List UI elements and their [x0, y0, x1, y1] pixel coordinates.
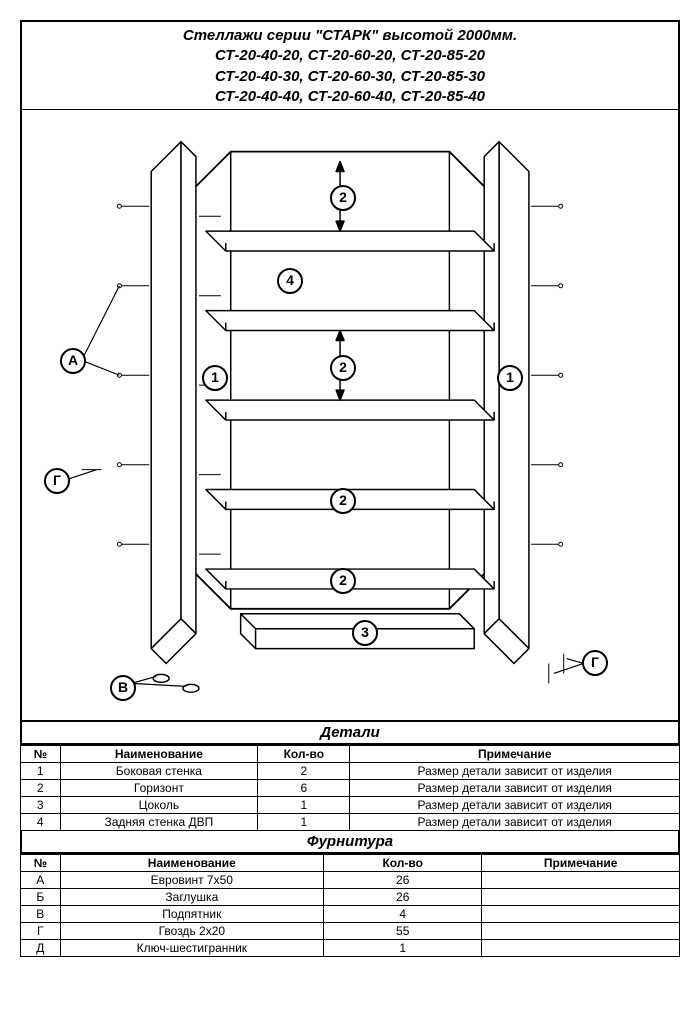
parts-table: № Наименование Кол-во Примечание 1 Боков… — [20, 745, 680, 831]
callout-4: 4 — [277, 268, 303, 294]
hw-row: Б Заглушка 26 — [21, 889, 680, 906]
title-line-2: СТ-20-40-20, СТ-20-60-20, СТ-20-85-20 — [22, 46, 678, 66]
parts-h-name: Наименование — [60, 746, 258, 763]
hardware-section-title: Фурнитура — [20, 831, 680, 854]
parts-header-row: № Наименование Кол-во Примечание — [21, 746, 680, 763]
callout-A: А — [60, 348, 86, 374]
parts-row: 4 Задняя стенка ДВП 1 Размер детали зави… — [21, 814, 680, 831]
hw-h-note: Примечание — [482, 855, 680, 872]
parts-h-note: Примечание — [350, 746, 680, 763]
title-line-1: Стеллажи серии "СТАРК" высотой 2000мм. — [22, 26, 678, 46]
callout-G-right: Г — [582, 650, 608, 676]
callout-3: 3 — [352, 620, 378, 646]
parts-row: 3 Цоколь 1 Размер детали зависит от изде… — [21, 797, 680, 814]
parts-section-title: Детали — [20, 722, 680, 745]
callout-2-low: 2 — [330, 488, 356, 514]
hw-h-name: Наименование — [60, 855, 324, 872]
parts-h-qty: Кол-во — [258, 746, 350, 763]
parts-row: 2 Горизонт 6 Размер детали зависит от из… — [21, 780, 680, 797]
callout-G-left: Г — [44, 468, 70, 494]
hw-h-qty: Кол-во — [324, 855, 482, 872]
title-line-4: СТ-20-40-40, СТ-20-60-40, СТ-20-85-40 — [22, 87, 678, 107]
hw-row: Г Гвоздь 2х20 55 — [21, 923, 680, 940]
hardware-table: № Наименование Кол-во Примечание А Евров… — [20, 854, 680, 957]
hw-row: Д Ключ-шестигранник 1 — [21, 940, 680, 957]
hw-h-num: № — [21, 855, 61, 872]
page: Стеллажи серии "СТАРК" высотой 2000мм. С… — [20, 20, 680, 957]
title-line-3: СТ-20-40-30, СТ-20-60-30, СТ-20-85-30 — [22, 67, 678, 87]
hw-header-row: № Наименование Кол-во Примечание — [21, 855, 680, 872]
assembly-diagram: А Г В Г 1 1 2 2 2 2 3 4 — [20, 109, 680, 722]
hw-row: А Евровинт 7х50 26 — [21, 872, 680, 889]
callout-1-left: 1 — [202, 365, 228, 391]
callout-2-mid: 2 — [330, 355, 356, 381]
callout-2-top: 2 — [330, 185, 356, 211]
callout-2-bot: 2 — [330, 568, 356, 594]
title-block: Стеллажи серии "СТАРК" высотой 2000мм. С… — [20, 20, 680, 109]
callout-V: В — [110, 675, 136, 701]
hw-row: В Подпятник 4 — [21, 906, 680, 923]
parts-row: 1 Боковая стенка 2 Размер детали зависит… — [21, 763, 680, 780]
parts-h-num: № — [21, 746, 61, 763]
callout-1-right: 1 — [497, 365, 523, 391]
